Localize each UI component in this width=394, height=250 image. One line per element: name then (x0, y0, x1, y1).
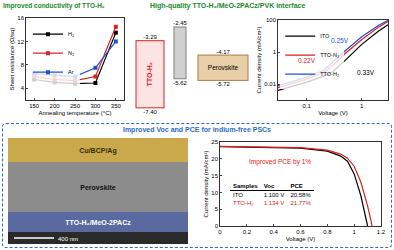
svg-text:1: 1 (360, 103, 364, 109)
svg-text:TTO-H₂: TTO-H₂ (146, 62, 153, 86)
svg-text:Ar: Ar (68, 69, 74, 75)
svg-text:350: 350 (111, 103, 122, 109)
svg-text:4: 4 (21, 85, 25, 91)
svg-text:-2.45: -2.45 (173, 20, 187, 26)
svg-text:-7.40: -7.40 (143, 109, 157, 115)
svg-text:ITO: ITO (320, 33, 330, 39)
svg-text:0.01: 0.01 (264, 81, 276, 87)
svg-text:Voltage (V): Voltage (V) (318, 110, 348, 116)
svg-text:0.2: 0.2 (243, 229, 252, 235)
html-text:21.77%: 21.77% (290, 200, 311, 206)
svg-text:0: 0 (218, 229, 222, 235)
svg-text:Perovskite: Perovskite (80, 184, 116, 191)
html-text:Improved conductivity of TTO-H: Improved conductivity of TTO-H₂ (3, 2, 105, 9)
svg-text:0.4: 0.4 (269, 229, 278, 235)
svg-text:1: 1 (352, 229, 356, 235)
html-text:20.58%: 20.58% (290, 192, 311, 198)
svg-text:TTO-H₂: TTO-H₂ (320, 71, 339, 77)
svg-text:25: 25 (211, 139, 218, 145)
svg-text:200: 200 (50, 103, 61, 109)
svg-text:0.22V: 0.22V (298, 57, 316, 64)
svg-text:0: 0 (215, 223, 219, 229)
html-text:Samples: Samples (233, 183, 258, 189)
html-text:Improved Voc and PCE for indiu: Improved Voc and PCE for indium-free PSC… (123, 126, 271, 133)
svg-text:Annealing temperature (°C): Annealing temperature (°C) (38, 110, 111, 116)
svg-text:8: 8 (21, 62, 25, 68)
svg-text:N₂: N₂ (68, 50, 74, 56)
svg-text:0.25V: 0.25V (331, 37, 349, 44)
svg-text:Cu/BCP/Ag: Cu/BCP/Ag (79, 147, 116, 155)
svg-text:1: 1 (273, 49, 277, 55)
svg-text:0.33V: 0.33V (357, 69, 375, 76)
html-text:TTO-H₂: TTO-H₂ (233, 200, 254, 206)
svg-text:1.2: 1.2 (377, 229, 386, 235)
svg-text:Current density (mA/cm²): Current density (mA/cm²) (203, 150, 209, 217)
html-text:PCE: PCE (290, 183, 303, 189)
svg-text:TTO-H₂/MeO-2PACz: TTO-H₂/MeO-2PACz (65, 219, 131, 226)
svg-text:Sheet resistance (Ω/sq): Sheet resistance (Ω/sq) (9, 28, 15, 91)
svg-text:Voltage (V): Voltage (V) (286, 236, 316, 242)
svg-text:TTO-N₂: TTO-N₂ (320, 52, 339, 58)
svg-text:-5.62: -5.62 (173, 80, 187, 86)
svg-text:0.1: 0.1 (303, 103, 312, 109)
html-text:Voc: Voc (263, 183, 275, 189)
svg-text:Improved PCE by 1%: Improved PCE by 1% (249, 158, 311, 166)
svg-text:H₂: H₂ (68, 31, 74, 37)
svg-text:250: 250 (70, 103, 81, 109)
svg-text:0.6: 0.6 (296, 229, 305, 235)
svg-text:15: 15 (211, 173, 218, 179)
svg-text:-3.29: -3.29 (143, 34, 157, 40)
svg-text:Perovskite: Perovskite (208, 64, 239, 71)
svg-text:10: 10 (211, 190, 218, 196)
svg-text:12: 12 (17, 39, 24, 45)
svg-text:20: 20 (211, 156, 218, 162)
svg-text:-4.17: -4.17 (216, 49, 230, 55)
svg-text:400 nm: 400 nm (58, 236, 78, 242)
svg-text:16: 16 (17, 15, 24, 21)
svg-text:0.8: 0.8 (323, 229, 332, 235)
html-text:ITO: ITO (233, 192, 243, 198)
svg-text:5: 5 (215, 206, 219, 212)
html-text:High-quality TTO-H₂/MeO-2PACz/: High-quality TTO-H₂/MeO-2PACz/PVK interf… (150, 2, 306, 9)
svg-text:150: 150 (29, 103, 40, 109)
svg-text:100: 100 (266, 17, 277, 23)
svg-text:Current density (mA/cm²): Current density (mA/cm²) (256, 26, 262, 93)
html-text:1.100 V: 1.100 V (263, 192, 285, 198)
svg-text:300: 300 (90, 103, 101, 109)
html-text:1.134 V: 1.134 V (263, 200, 285, 206)
svg-text:-5.72: -5.72 (216, 81, 230, 87)
